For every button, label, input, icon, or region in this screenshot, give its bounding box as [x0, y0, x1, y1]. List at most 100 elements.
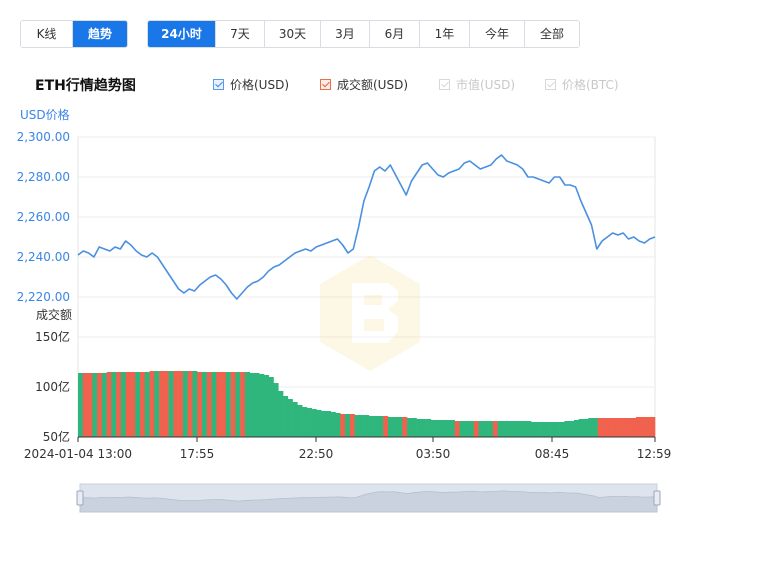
- volume-bar: [173, 371, 179, 437]
- volume-bar: [383, 416, 389, 437]
- volume-bar: [197, 372, 203, 437]
- volume-bar: [607, 418, 613, 437]
- volume-bar: [526, 421, 532, 437]
- legend-item-2[interactable]: 市值(USD): [439, 76, 515, 93]
- view-tab-1[interactable]: 趋势: [73, 21, 127, 47]
- volume-bar: [206, 372, 212, 437]
- x-tick-label: 12:59: [637, 447, 672, 461]
- volume-bar: [201, 372, 208, 437]
- x-tick-label: 17:55: [180, 447, 215, 461]
- volume-bar: [588, 418, 594, 437]
- range-tab-5[interactable]: 1年: [420, 21, 470, 47]
- range-handle-right[interactable]: [653, 490, 661, 506]
- volume-bar: [359, 415, 365, 437]
- volume-bar: [325, 411, 332, 437]
- volume-bar: [521, 421, 527, 437]
- volume-bar: [302, 407, 308, 437]
- volume-bar: [397, 417, 403, 437]
- price-tick-label: 2,240.00: [17, 250, 70, 264]
- volume-bar: [507, 421, 513, 437]
- volume-bar: [263, 375, 270, 437]
- range-tab-6[interactable]: 今年: [470, 21, 525, 47]
- range-tab-0[interactable]: 24小时: [148, 21, 216, 47]
- volume-bar: [459, 421, 465, 437]
- volume-bar: [211, 372, 217, 437]
- volume-bar: [225, 372, 231, 437]
- legend-item-3[interactable]: 价格(BTC): [545, 76, 619, 93]
- volume-bar: [78, 373, 84, 437]
- volume-bar: [578, 419, 584, 437]
- volume-bar: [554, 422, 560, 437]
- volume-bar: [235, 372, 241, 437]
- volume-bar: [240, 372, 246, 437]
- volume-bar: [130, 372, 136, 437]
- legend-item-1[interactable]: 成交额(USD): [320, 76, 408, 93]
- legend-label: 价格(USD): [230, 78, 290, 92]
- volume-bar: [631, 418, 637, 437]
- volume-bar: [612, 418, 618, 437]
- volume-bar: [349, 414, 355, 437]
- volume-bar: [550, 422, 556, 437]
- volume-bar: [473, 421, 479, 437]
- range-tab-1[interactable]: 7天: [216, 21, 265, 47]
- volume-bar: [306, 408, 312, 437]
- volume-bar: [531, 422, 537, 437]
- legend-label: 成交额(USD): [337, 78, 409, 92]
- legend-item-0[interactable]: 价格(USD): [213, 76, 289, 93]
- volume-bar: [283, 396, 289, 437]
- volume-bar: [287, 399, 293, 437]
- volume-bar: [464, 421, 470, 437]
- volume-bar: [182, 371, 188, 437]
- checkbox-icon[interactable]: [213, 79, 224, 90]
- volume-axis-label: 成交额: [36, 307, 72, 322]
- volume-bar: [478, 421, 484, 437]
- volume-bar: [321, 411, 327, 437]
- price-tick-label: 2,260.00: [17, 210, 70, 224]
- range-tab-2[interactable]: 30天: [265, 21, 321, 47]
- volume-bar: [378, 416, 384, 437]
- volume-bar: [492, 421, 498, 437]
- x-tick-label: 08:45: [535, 447, 570, 461]
- volume-bar: [97, 373, 103, 437]
- volume-bar: [569, 421, 575, 437]
- range-slider-preview: [79, 490, 658, 513]
- volume-bar: [111, 372, 117, 437]
- volume-bar: [559, 422, 565, 437]
- volume-tick-label: 150亿: [35, 329, 70, 344]
- volume-bar: [435, 420, 441, 437]
- volume-bar: [178, 371, 184, 437]
- volume-bar: [354, 415, 360, 437]
- checkbox-icon[interactable]: [439, 79, 450, 90]
- volume-bar: [516, 421, 522, 437]
- volume-bar: [368, 416, 374, 437]
- volume-bar: [82, 373, 88, 437]
- volume-bar: [469, 421, 475, 437]
- x-tick-label: 03:50: [416, 447, 451, 461]
- volume-bar: [411, 418, 417, 437]
- volume-bar: [249, 373, 255, 437]
- volume-bar: [421, 419, 427, 437]
- volume-bar: [597, 418, 603, 437]
- x-tick-label: 2024-01-04 13:00: [24, 447, 132, 461]
- volume-bar: [564, 421, 570, 437]
- range-tab-4[interactable]: 6月: [370, 21, 420, 47]
- volume-bar: [273, 383, 279, 437]
- view-tab-0[interactable]: K线: [21, 21, 73, 47]
- volume-bar: [168, 371, 174, 437]
- volume-bar: [511, 421, 518, 437]
- volume-bar: [426, 419, 432, 437]
- range-tab-7[interactable]: 全部: [525, 21, 579, 47]
- range-handle-left[interactable]: [76, 490, 84, 506]
- volume-bar: [416, 419, 422, 437]
- checkbox-icon[interactable]: [320, 79, 331, 90]
- volume-bar: [573, 420, 579, 437]
- volume-bar: [340, 414, 346, 437]
- price-axis-label: USD价格: [20, 107, 70, 122]
- volume-bar: [445, 420, 451, 437]
- volume-bar: [149, 371, 155, 437]
- volume-bar: [488, 421, 494, 437]
- volume-bar: [192, 371, 198, 437]
- checkbox-icon[interactable]: [545, 79, 556, 90]
- volume-bar: [497, 421, 503, 437]
- range-tab-3[interactable]: 3月: [321, 21, 370, 47]
